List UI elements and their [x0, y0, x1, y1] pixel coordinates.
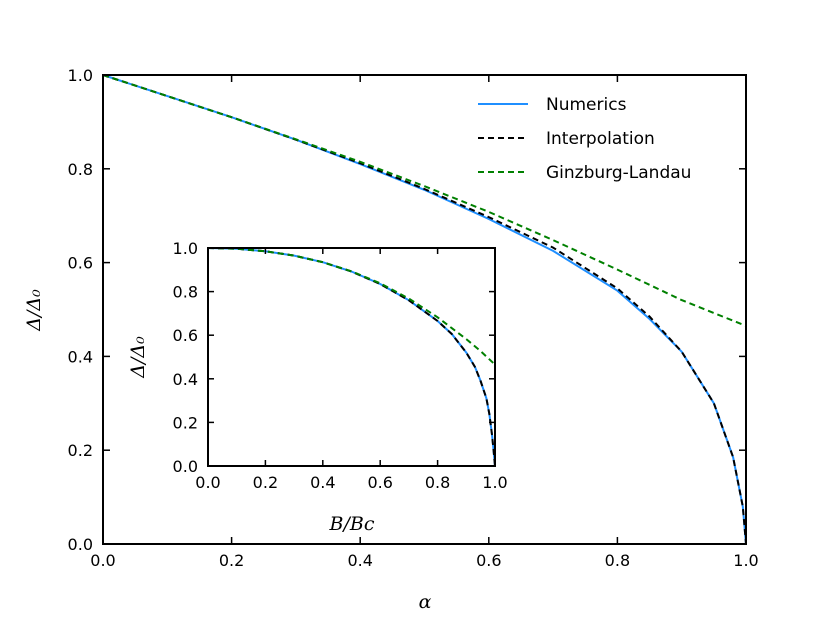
- inset-x-axis-label: B/Bc: [329, 513, 375, 535]
- inset-y-tick-label: 0.8: [173, 283, 198, 302]
- main-y-tick-label: 0.2: [68, 441, 93, 460]
- inset-x-tick-label: 0.6: [367, 473, 392, 492]
- inset-x-tick-label: 0.2: [253, 473, 278, 492]
- inset-y-tick-label: 0.2: [173, 413, 198, 432]
- inset-y-axis-label: Δ/Δ₀: [127, 336, 149, 379]
- inset-chart: 0.0 0.2 0.4 0.6 0.8 1.0 0.0 0.2 0.4 0.6 0.8 1.0 B/B…: [127, 239, 508, 535]
- inset-y-tick-label: 1.0: [173, 239, 198, 258]
- main-y-tick-label: 0.4: [68, 347, 93, 366]
- inset-y-tick-label: 0.0: [173, 457, 198, 476]
- main-plot-frame: [102, 74, 747, 545]
- main-series-line-0: [102, 74, 747, 545]
- legend-label-0: Numerics: [546, 95, 627, 115]
- inset-x-tick-label: 1.0: [482, 473, 507, 492]
- inset-background: [208, 248, 495, 466]
- main-y-tick-label: 0.0: [68, 535, 93, 554]
- main-series-group: [102, 74, 747, 545]
- main-y-tick-label: 0.6: [68, 254, 93, 273]
- main-x-tick-label: 0.8: [605, 551, 630, 570]
- legend: Numerics Interpolation Ginzburg-Landau: [478, 95, 691, 183]
- legend-label-1: Interpolation: [546, 129, 655, 149]
- main-ticks-group: 0.0 0.2 0.4 0.6 0.8 1.0 0.0 0.2 0.4 0.6 0.8 1.0: [68, 66, 759, 570]
- inset-series-group: [207, 247, 496, 467]
- main-series-line-2: [102, 74, 747, 327]
- inset-series-line-2: [207, 247, 496, 366]
- inset-y-tick-label: 0.6: [173, 326, 198, 345]
- main-y-axis-label: Δ/Δ₀: [23, 289, 45, 332]
- main-y-tick-label: 1.0: [68, 66, 93, 85]
- inset-x-tick-label: 0.0: [195, 473, 220, 492]
- main-series-line-1: [102, 74, 747, 545]
- main-x-tick-label: 0.6: [476, 551, 501, 570]
- main-x-axis-label: α: [419, 591, 432, 613]
- inset-ticks-group: 0.0 0.2 0.4 0.6 0.8 1.0 0.0 0.2 0.4 0.6 0.8 1.0: [173, 239, 508, 492]
- main-x-tick-label: 1.0: [733, 551, 758, 570]
- inset-x-tick-label: 0.4: [310, 473, 335, 492]
- main-y-tick-label: 0.8: [68, 160, 93, 179]
- main-x-tick-label: 0.0: [90, 551, 115, 570]
- legend-label-2: Ginzburg-Landau: [546, 163, 691, 183]
- main-chart: 0.0 0.2 0.4 0.6 0.8 1.0 0.0 0.2 0.4 0.6 0.8 1.0 α Δ…: [23, 66, 759, 613]
- inset-x-tick-label: 0.8: [425, 473, 450, 492]
- main-x-tick-label: 0.4: [347, 551, 372, 570]
- inset-y-tick-label: 0.4: [173, 370, 198, 389]
- main-x-tick-label: 0.2: [219, 551, 244, 570]
- inset-plot-frame: [207, 247, 496, 467]
